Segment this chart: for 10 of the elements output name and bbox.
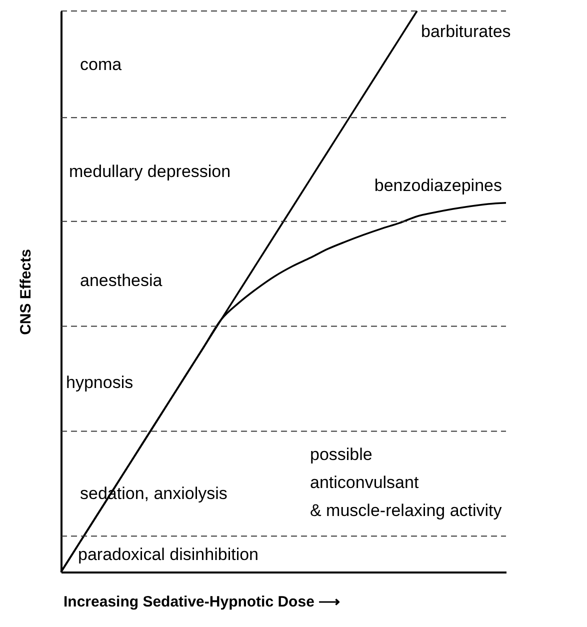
y-axis-title: CNS Effects bbox=[18, 249, 34, 335]
x-axis-title: Increasing Sedative-Hypnotic Dose ⟶ bbox=[64, 594, 341, 610]
annotation: medullary depression bbox=[69, 162, 231, 181]
series-label: benzodiazepines bbox=[374, 176, 502, 195]
annotation: possible anticonvulsant & muscle-relaxing activity bbox=[310, 445, 502, 520]
annotation: coma bbox=[80, 55, 122, 74]
annotation: anesthesia bbox=[80, 271, 163, 290]
annotation: hypnosis bbox=[66, 373, 134, 392]
series-label: barbiturates bbox=[421, 22, 511, 41]
annotation: paradoxical disinhibition bbox=[78, 545, 259, 564]
